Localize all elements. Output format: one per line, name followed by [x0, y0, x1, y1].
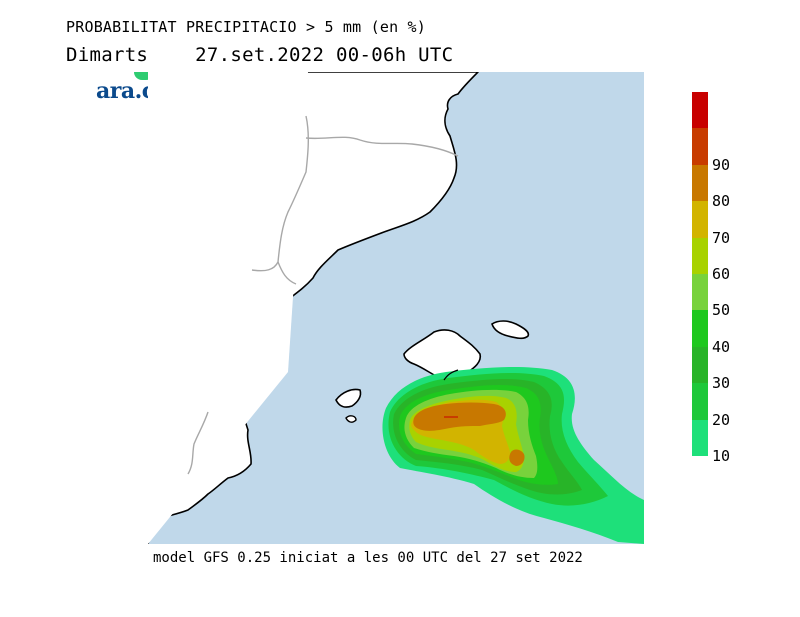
colorbar-swatch	[692, 274, 708, 311]
map-date-subtitle: Dimarts 27.set.2022 00-06h UTC	[66, 44, 454, 66]
colorbar-label: 50	[712, 301, 731, 320]
logo-accent-mark	[134, 72, 154, 80]
colorbar-label: 80	[712, 192, 731, 211]
colorbar-label: 10	[712, 447, 731, 465]
colorbar-label: 70	[712, 228, 731, 247]
western-inland	[148, 72, 308, 544]
border-catalonia-aragon	[251, 115, 309, 272]
colorbar-swatch	[692, 92, 708, 129]
colorbar-label: 60	[712, 265, 731, 283]
colorbar-swatch	[692, 237, 708, 274]
island-formentera	[345, 415, 357, 423]
model-info-footer: model GFS 0.25 iniciat a les 00 UTC del …	[153, 550, 583, 566]
colorbar-swatch	[692, 164, 708, 202]
colorbar-swatch	[692, 346, 708, 384]
mallorca-coast-outline	[443, 369, 459, 381]
colorbar-swatch	[692, 383, 708, 420]
border-france-spain	[305, 136, 459, 157]
colorbar-swatch	[692, 128, 708, 165]
colorbar-swatch	[692, 419, 708, 456]
colorbar-swatch	[692, 310, 708, 347]
colorbar-label: 40	[712, 337, 731, 356]
colorbar-label: 20	[712, 410, 731, 429]
map-title: PROBABILITAT PRECIPITACIO > 5 mm (en %)	[66, 18, 426, 36]
contour-90-core	[444, 416, 458, 418]
precipitation-probability-map	[148, 72, 644, 544]
probability-colorbar: 10 20 30 40 50 60 70 80 90	[690, 92, 750, 464]
colorbar-label: 90	[712, 155, 731, 174]
colorbar-swatch	[692, 201, 708, 238]
colorbar-label: 30	[712, 374, 731, 393]
border-valencia-inland	[187, 411, 209, 475]
contour-80	[413, 402, 506, 431]
contour-80-spot	[509, 449, 525, 466]
island-mallorca	[403, 329, 482, 381]
island-menorca	[491, 320, 530, 340]
island-ibiza	[335, 388, 362, 408]
border-catalonia-valencia	[277, 261, 297, 285]
